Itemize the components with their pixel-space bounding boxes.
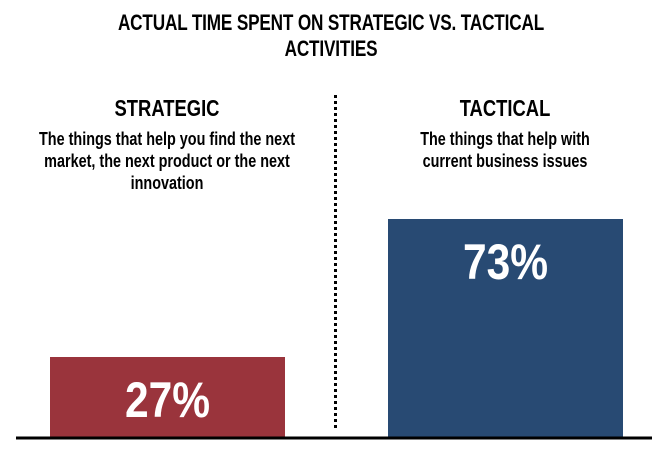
bar-tactical [388,219,623,438]
strategic-header: STRATEGIC The things that help you find … [2,95,332,194]
category-description: The things that help with current busine… [420,129,590,171]
category-description: The things that help you find the next m… [39,129,295,193]
chart-title: ACTUAL TIME SPENT ON STRATEGIC VS. TACTI… [117,10,545,61]
tactical-header: TACTICAL The things that help with curre… [340,95,662,172]
divider [334,95,337,428]
data-label: 73% [463,234,548,290]
category-label: STRATEGIC [114,95,220,121]
category-label: TACTICAL [459,95,551,121]
bar-strategic [50,357,285,438]
data-label: 27% [125,372,210,428]
